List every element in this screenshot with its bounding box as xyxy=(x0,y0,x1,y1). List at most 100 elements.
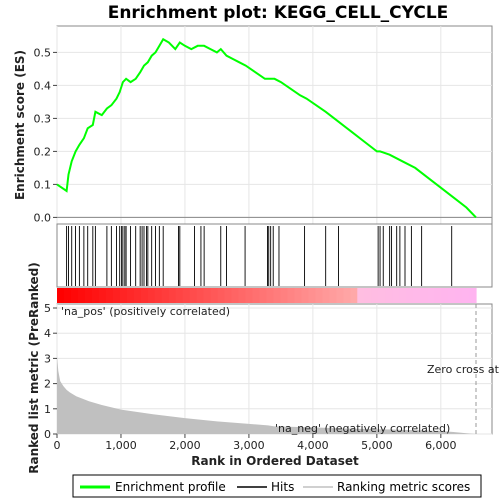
color-bar-segment xyxy=(77,288,86,303)
legend-entry-enrichment: Enrichment profile xyxy=(115,480,226,494)
color-bar-segment xyxy=(119,288,128,303)
color-bar-segment xyxy=(266,288,275,303)
color-bar-segment xyxy=(210,288,219,303)
x-tick-label: 0 xyxy=(54,439,61,452)
legend-entry-hits: Hits xyxy=(271,480,294,494)
color-bar-segment xyxy=(133,288,142,303)
hits-panel-frame xyxy=(56,223,493,288)
metric-y-tick-label: 0 xyxy=(44,428,51,441)
color-bar-segment xyxy=(378,288,386,303)
color-bar-segment xyxy=(385,288,393,303)
es-y-tick-label: 0.0 xyxy=(34,211,52,224)
color-bar-segment xyxy=(154,288,163,303)
color-bar-segment xyxy=(196,288,205,303)
color-bar-segment xyxy=(448,288,456,303)
enrichment-profile-line xyxy=(56,37,477,219)
x-tick-label: 4,000 xyxy=(297,439,329,452)
color-bar-segment xyxy=(420,288,428,303)
color-bar-segment xyxy=(273,288,282,303)
color-bar-segment xyxy=(126,288,135,303)
color-bar-segment xyxy=(161,288,170,303)
es-gridlines xyxy=(56,26,492,224)
color-bar-segment xyxy=(329,288,337,303)
color-bar-segment xyxy=(224,288,233,303)
color-bar-segment xyxy=(455,288,463,303)
es-y-tick-label: 0.3 xyxy=(34,112,52,125)
color-bar-segment xyxy=(308,288,316,303)
color-bar-segment xyxy=(392,288,400,303)
es-panel-frame xyxy=(56,25,493,225)
color-bar-segment xyxy=(336,288,344,303)
metric-y-tick-label: 2 xyxy=(44,378,51,391)
metric-y-ticks: 0 1 2 3 4 5 xyxy=(44,302,57,441)
color-bar-segment xyxy=(217,288,226,303)
metric-y-tick-label: 3 xyxy=(44,352,51,365)
color-bar-segment xyxy=(371,288,379,303)
metric-y-tick-label: 4 xyxy=(44,327,51,340)
metric-y-axis-label: Ranked list metric (PreRanked) xyxy=(27,262,41,474)
color-bar-segment xyxy=(406,288,414,303)
color-bar-segment xyxy=(175,288,184,303)
color-bar-segment xyxy=(301,288,309,303)
color-bar-segment xyxy=(84,288,93,303)
color-bar-segment xyxy=(399,288,407,303)
color-bar-segment xyxy=(252,288,261,303)
color-bar-segment xyxy=(343,288,351,303)
color-bar-segment xyxy=(63,288,72,303)
metric-y-tick-label: 1 xyxy=(44,403,51,416)
color-bar-segment xyxy=(70,288,79,303)
hits-marks xyxy=(66,226,453,286)
metric-y-tick-label: 5 xyxy=(44,302,51,315)
color-bar-segment xyxy=(315,288,323,303)
zero-cross-label: Zero cross at 6 xyxy=(427,363,500,376)
es-y-tick-label: 0.1 xyxy=(34,178,52,191)
color-bar-segment xyxy=(364,288,372,303)
color-bar-segment xyxy=(57,288,65,303)
negative-correlation-label: 'na_neg' (negatively correlated) xyxy=(275,422,450,435)
x-ticks: 0 1,000 2,000 3,000 4,000 5,000 6,000 xyxy=(54,434,457,452)
color-bar-segment xyxy=(287,288,296,303)
color-bar-segment xyxy=(105,288,114,303)
x-tick-label: 2,000 xyxy=(169,439,201,452)
color-bar-segment xyxy=(280,288,289,303)
es-y-axis-label: Enrichment score (ES) xyxy=(13,50,27,200)
color-bar-segment xyxy=(140,288,149,303)
color-bar-segment xyxy=(357,288,365,303)
color-bar-segment xyxy=(259,288,268,303)
x-tick-label: 3,000 xyxy=(233,439,265,452)
color-bar-segment xyxy=(203,288,212,303)
x-tick-label: 6,000 xyxy=(425,439,457,452)
x-tick-label: 1,000 xyxy=(105,439,137,452)
es-y-ticks: 0.0 0.1 0.2 0.3 0.4 0.5 xyxy=(34,46,57,224)
color-bar-segment xyxy=(322,288,330,303)
chart-title: Enrichment plot: KEGG_CELL_CYCLE xyxy=(108,3,449,23)
color-bar-segment xyxy=(168,288,177,303)
color-bar-segment xyxy=(98,288,107,303)
color-bar-segment xyxy=(427,288,435,303)
color-bar-segment xyxy=(441,288,449,303)
color-bar-segment xyxy=(238,288,247,303)
color-bar-segment xyxy=(147,288,156,303)
color-bar-segment xyxy=(294,288,303,303)
x-axis-label: Rank in Ordered Dataset xyxy=(191,454,359,468)
rank-color-bar xyxy=(57,288,477,303)
color-bar-segment xyxy=(182,288,191,303)
color-bar-segment xyxy=(245,288,254,303)
es-y-tick-label: 0.5 xyxy=(34,46,52,59)
color-bar-segment xyxy=(469,288,477,303)
es-y-tick-label: 0.2 xyxy=(34,145,52,158)
color-bar-segment xyxy=(462,288,470,303)
color-bar-segment xyxy=(350,288,358,303)
color-bar-segment xyxy=(434,288,442,303)
legend-box xyxy=(72,474,482,498)
color-bar-segment xyxy=(231,288,240,303)
positive-correlation-label: 'na_pos' (positively correlated) xyxy=(61,305,230,318)
es-y-tick-label: 0.4 xyxy=(34,79,52,92)
ranking-metric-area xyxy=(57,355,476,434)
color-bar-segment xyxy=(189,288,198,303)
x-tick-label: 5,000 xyxy=(361,439,393,452)
legend-entry-metric: Ranking metric scores xyxy=(337,480,470,494)
color-bar-segment xyxy=(413,288,421,303)
